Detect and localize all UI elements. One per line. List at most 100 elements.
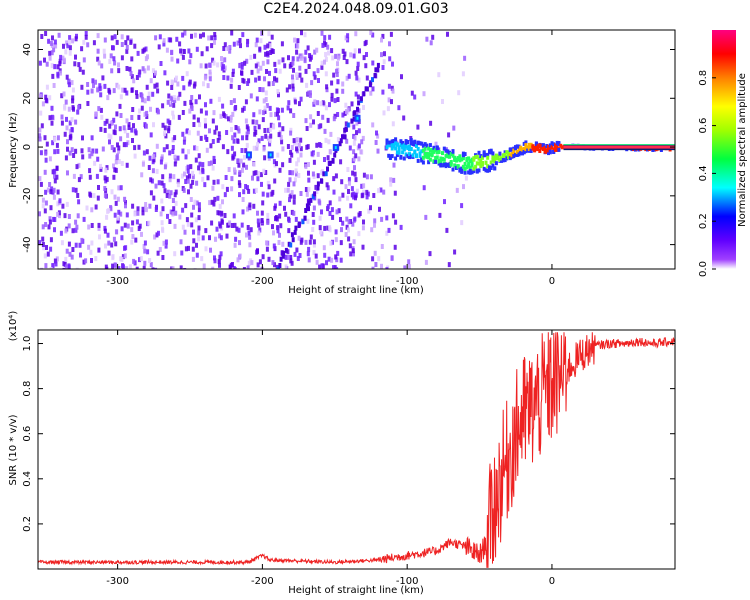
spectrogram-speckle	[264, 133, 268, 139]
spectrogram-streak-cell	[346, 122, 350, 128]
spectrogram-speckle	[110, 145, 114, 150]
spectrogram-speckle	[315, 189, 319, 195]
spectrogram-speckle	[210, 199, 214, 205]
spectrogram-speckle	[117, 185, 121, 191]
spectrogram-speckle	[307, 186, 311, 192]
spectrogram-speckle	[125, 66, 129, 71]
spectrogram-speckle	[291, 74, 294, 80]
spectrogram-speckle	[358, 211, 362, 216]
spectrogram-streak-cell	[338, 141, 342, 147]
spectrogram-speckle	[299, 152, 303, 158]
spectrogram-speckle	[334, 173, 338, 179]
spectrogram-carrier-cell	[500, 156, 504, 161]
spectrogram-speckle	[106, 232, 110, 238]
spectrogram-speckle	[310, 194, 314, 200]
spectrogram-speckle	[58, 198, 62, 204]
spectrogram-speckle	[330, 96, 334, 102]
spectrogram-speckle	[335, 68, 338, 74]
spectrogram-speckle	[103, 225, 107, 231]
spectrogram-speckle	[166, 80, 170, 86]
spectrogram-streak-cell	[374, 67, 378, 73]
spectrogram-speckle	[211, 118, 215, 124]
spectrogram-speckle	[371, 266, 375, 269]
spectrogram-carrier-cell	[387, 143, 391, 148]
spectrogram-carrier-cell	[395, 150, 399, 155]
spectrogram-carrier-cell	[427, 146, 431, 151]
spectrogram-speckle	[112, 174, 116, 180]
spectrogram-speckle	[66, 146, 69, 152]
spectrogram-speckle	[186, 168, 190, 174]
spectrogram-streak-cell	[350, 118, 354, 124]
spectrogram-speckle	[304, 239, 308, 245]
snr-y-tick-label: 0.2	[22, 516, 33, 532]
spectrogram-x-tick-label: 0	[549, 276, 555, 287]
spectrogram-speckle	[149, 190, 153, 196]
spectrogram-speckle	[217, 259, 221, 265]
spectrogram-speckle	[45, 84, 49, 90]
spectrogram-speckle	[276, 111, 279, 117]
spectrogram-speckle	[68, 35, 72, 41]
spectrogram-speckle	[63, 131, 67, 137]
spectrogram-speckle	[41, 236, 45, 242]
spectrogram-speckle	[197, 165, 201, 171]
spectrogram-speckle	[51, 73, 55, 79]
spectrogram-speckle	[232, 213, 236, 219]
spectrogram-speckle	[352, 156, 356, 162]
spectrogram-speckle	[42, 245, 46, 251]
spectrogram-speckle	[256, 210, 259, 216]
spectrogram-speckle	[287, 228, 291, 234]
spectrogram-speckle	[99, 92, 103, 98]
spectrogram-carrier-cell	[402, 156, 406, 161]
spectrogram-speckle	[287, 55, 290, 61]
spectrogram-speckle	[341, 88, 345, 94]
spectrogram-speckle	[187, 130, 191, 136]
spectrogram-speckle	[222, 64, 225, 70]
spectrogram-speckle	[176, 81, 180, 87]
spectrogram-speckle	[278, 200, 282, 206]
spectrogram-speckle	[267, 81, 271, 87]
spectrogram-speckle	[112, 163, 115, 169]
spectrogram-speckle	[290, 190, 294, 196]
spectrogram-speckle	[336, 97, 340, 102]
spectrogram-carrier-cell	[448, 150, 451, 155]
spectrogram-carrier-cell	[394, 137, 398, 142]
spectrogram-speckle	[318, 264, 322, 269]
spectrogram-speckle	[238, 38, 242, 43]
spectrogram-speckle	[194, 157, 198, 163]
spectrogram-speckle	[369, 205, 372, 211]
spectrogram-speckle	[310, 151, 314, 157]
spectrogram-speckle	[92, 40, 96, 46]
spectrogram-speckle	[316, 151, 320, 157]
spectrogram-speckle	[424, 259, 428, 265]
spectrogram-speckle	[292, 194, 296, 200]
spectrogram-speckle	[75, 224, 79, 230]
spectrogram-speckle	[184, 203, 188, 209]
spectrogram-carrier-cell	[494, 156, 498, 161]
spectrogram-streak-cell	[359, 96, 363, 102]
spectrogram-speckle	[288, 177, 292, 183]
spectrogram-speckle	[195, 252, 199, 258]
spectrogram-speckle	[230, 30, 234, 36]
spectrogram-speckle	[250, 260, 254, 266]
spectrogram-speckle	[154, 70, 157, 76]
spectrogram-carrier-cell	[560, 145, 564, 150]
spectrogram-speckle	[124, 40, 128, 46]
spectrogram-speckle	[186, 178, 190, 184]
spectrogram-carrier-cell	[534, 146, 538, 151]
spectrogram-speckle	[163, 164, 167, 170]
spectrogram-carrier-cell	[454, 166, 458, 170]
spectrogram-speckle	[45, 61, 49, 67]
spectrogram-speckle	[208, 69, 212, 75]
spectrogram-speckle	[349, 251, 353, 257]
spectrogram-speckle	[262, 146, 266, 152]
spectrogram-speckle	[277, 92, 280, 98]
spectrogram-speckle	[383, 51, 386, 57]
spectrogram-carrier-cell	[493, 166, 497, 171]
spectrogram-speckle	[245, 142, 249, 148]
spectrogram-y-tick-label: 20	[22, 92, 33, 105]
spectrogram-carrier-cell	[406, 140, 410, 144]
spectrogram-speckle	[222, 46, 226, 51]
spectrogram-speckle	[105, 118, 109, 124]
spectrogram-speckle	[358, 48, 361, 54]
spectrogram-speckle	[143, 240, 147, 246]
